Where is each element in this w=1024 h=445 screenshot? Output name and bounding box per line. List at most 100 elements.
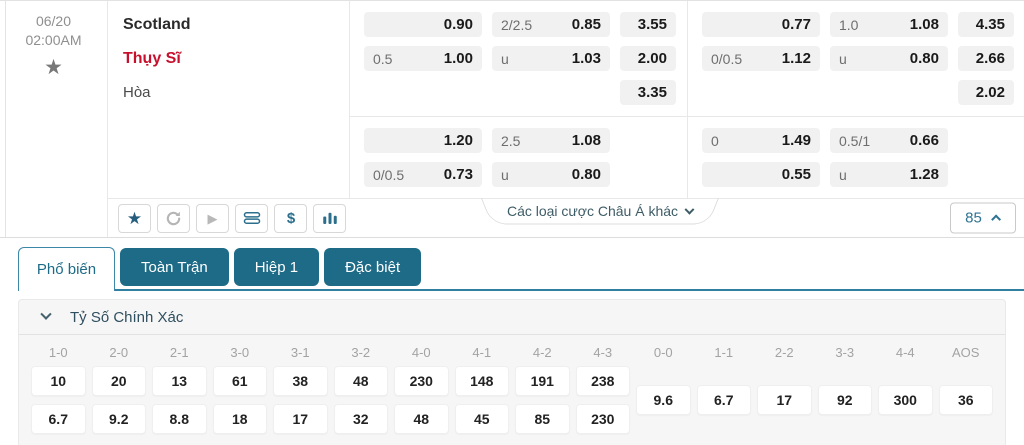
score-odds-cell[interactable]: 45 <box>454 404 509 434</box>
score-odds-cell[interactable]: 61 <box>212 366 267 396</box>
score-odds-cell[interactable]: 9.2 <box>91 404 146 434</box>
tab-pho-bien[interactable]: Phổ biến <box>18 247 115 291</box>
tab-hiep-1[interactable]: Hiệp 1 <box>233 248 320 286</box>
odds-value: 3.55 <box>637 16 667 33</box>
score-column-label: 3-2 <box>351 345 371 360</box>
score-cells: 38 17 <box>273 366 328 434</box>
score-odds-cell[interactable]: 36 <box>938 385 993 415</box>
score-column-label: 2-0 <box>109 345 129 360</box>
match-toolbar: ★ ▶ $ <box>108 198 1024 237</box>
score-odds-cell[interactable]: 48 <box>394 404 449 434</box>
score-cells: 10 6.7 <box>31 366 86 434</box>
odds-value: 1.08 <box>909 16 939 33</box>
refresh-button[interactable] <box>157 203 190 233</box>
odds-cell[interactable]: 0/0.5 1.12 <box>702 46 820 71</box>
score-column: 4-1 148 45 <box>452 343 513 434</box>
score-odds-cell[interactable]: 32 <box>333 404 388 434</box>
score-odds-cell[interactable]: 20 <box>91 366 146 396</box>
odds-cell[interactable]: 0.5/1 0.66 <box>830 128 948 153</box>
odds-cell[interactable]: u 0.80 <box>492 162 610 187</box>
score-odds-cell[interactable]: 238 <box>575 366 630 396</box>
score-odds-cell[interactable]: 300 <box>878 385 933 415</box>
score-odds-cell[interactable]: 48 <box>333 366 388 396</box>
odds-value: 0.77 <box>781 16 811 33</box>
odds-cell[interactable]: 0.77 <box>702 12 820 37</box>
odds-cell[interactable]: 0.55 <box>702 162 820 187</box>
odds-cell[interactable]: 2.02 <box>958 80 1014 105</box>
score-odds-cell[interactable]: 85 <box>515 404 570 434</box>
home-team-name: Scotland <box>123 16 191 33</box>
odds-value: 3.35 <box>637 84 667 101</box>
score-odds-cell[interactable]: 230 <box>394 366 449 396</box>
score-cells: 230 48 <box>394 366 449 434</box>
odds-value: 1.00 <box>443 50 473 67</box>
score-column-label: AOS <box>952 345 980 360</box>
correct-score-header[interactable]: Tỷ Số Chính Xác <box>19 300 1005 335</box>
dollar-icon: $ <box>286 210 295 227</box>
odds-cell[interactable]: 4.35 <box>958 12 1014 37</box>
odds-value: 1.20 <box>443 132 473 149</box>
handicap-value: u <box>501 50 509 67</box>
odds-cell[interactable]: 0.5 1.00 <box>364 46 482 71</box>
odds-cell[interactable]: u 1.03 <box>492 46 610 71</box>
refresh-icon <box>166 211 181 225</box>
score-cells: 148 45 <box>454 366 509 434</box>
money-button[interactable]: $ <box>274 203 307 233</box>
odds-value: 1.12 <box>781 50 811 67</box>
odds-cell[interactable]: 2/2.5 0.85 <box>492 12 610 37</box>
score-odds-cell[interactable]: 38 <box>273 366 328 396</box>
tab-dac-biet[interactable]: Đặc biệt <box>324 248 422 286</box>
odds-cell[interactable]: u 1.28 <box>830 162 948 187</box>
score-odds-cell[interactable]: 6.7 <box>31 404 86 434</box>
correct-score-panel: Tỷ Số Chính Xác 1-0 10 6.7 2-0 20 9.2 2-1 13 8.8… <box>18 299 1006 445</box>
play-icon: ▶ <box>207 210 218 226</box>
odds-cell[interactable]: 3.55 <box>620 12 676 37</box>
score-odds-cell[interactable]: 92 <box>817 385 872 415</box>
market-count-button[interactable]: 85 <box>950 202 1016 234</box>
odds-cell[interactable]: 2.66 <box>958 46 1014 71</box>
score-cells: 191 85 <box>515 366 570 434</box>
other-asian-bets-dropdown[interactable]: Các loại cược Châu Á khác <box>481 198 719 227</box>
score-column: 1-1 6.7 <box>694 343 755 434</box>
score-column: 4-2 191 85 <box>512 343 573 434</box>
bar-chart-icon <box>322 212 337 224</box>
statistics-button[interactable] <box>313 203 346 233</box>
odds-cell[interactable]: 2.00 <box>620 46 676 71</box>
odds-value: 2.00 <box>637 50 667 67</box>
score-odds-cell[interactable]: 17 <box>273 404 328 434</box>
score-odds-cell[interactable]: 8.8 <box>152 404 207 434</box>
handicap-value: u <box>501 166 509 183</box>
odds-value: 0.80 <box>909 50 939 67</box>
odds-cell[interactable]: 3.35 <box>620 80 676 105</box>
score-odds-cell[interactable]: 6.7 <box>696 385 751 415</box>
markets-stack-button[interactable] <box>235 203 268 233</box>
score-cells: 20 9.2 <box>91 366 146 434</box>
score-odds-cell[interactable]: 9.6 <box>636 385 691 415</box>
score-cells: 17 <box>757 366 812 434</box>
score-odds-cell[interactable]: 191 <box>515 366 570 396</box>
score-odds-cell[interactable]: 18 <box>212 404 267 434</box>
score-odds-cell[interactable]: 10 <box>31 366 86 396</box>
score-odds-cell[interactable]: 17 <box>757 385 812 415</box>
odds-cell[interactable]: 0.90 <box>364 12 482 37</box>
odds-cell[interactable]: 1.0 1.08 <box>830 12 948 37</box>
favorite-star-button[interactable]: ★ <box>118 203 151 233</box>
tab-toan-tran[interactable]: Toàn Trận <box>120 248 229 286</box>
favorite-star-icon[interactable]: ★ <box>44 56 63 79</box>
odds-value: 1.28 <box>909 166 939 183</box>
collapse-chevron-icon[interactable] <box>40 308 52 320</box>
score-odds-cell[interactable]: 230 <box>575 404 630 434</box>
score-odds-cell[interactable]: 13 <box>152 366 207 396</box>
odds-cell[interactable]: 2.5 1.08 <box>492 128 610 153</box>
odds-cell[interactable]: 1.20 <box>364 128 482 153</box>
market-count-value: 85 <box>965 209 982 227</box>
odds-cell[interactable]: 0/0.5 0.73 <box>364 162 482 187</box>
play-button[interactable]: ▶ <box>196 203 229 233</box>
score-cells: 92 <box>817 366 872 434</box>
score-odds-cell[interactable]: 148 <box>454 366 509 396</box>
odds-cell[interactable]: 0 1.49 <box>702 128 820 153</box>
score-column: AOS 36 <box>936 343 997 434</box>
odds-value: 0.85 <box>571 16 601 33</box>
odds-cell[interactable]: u 0.80 <box>830 46 948 71</box>
handicap-value: u <box>839 166 847 183</box>
